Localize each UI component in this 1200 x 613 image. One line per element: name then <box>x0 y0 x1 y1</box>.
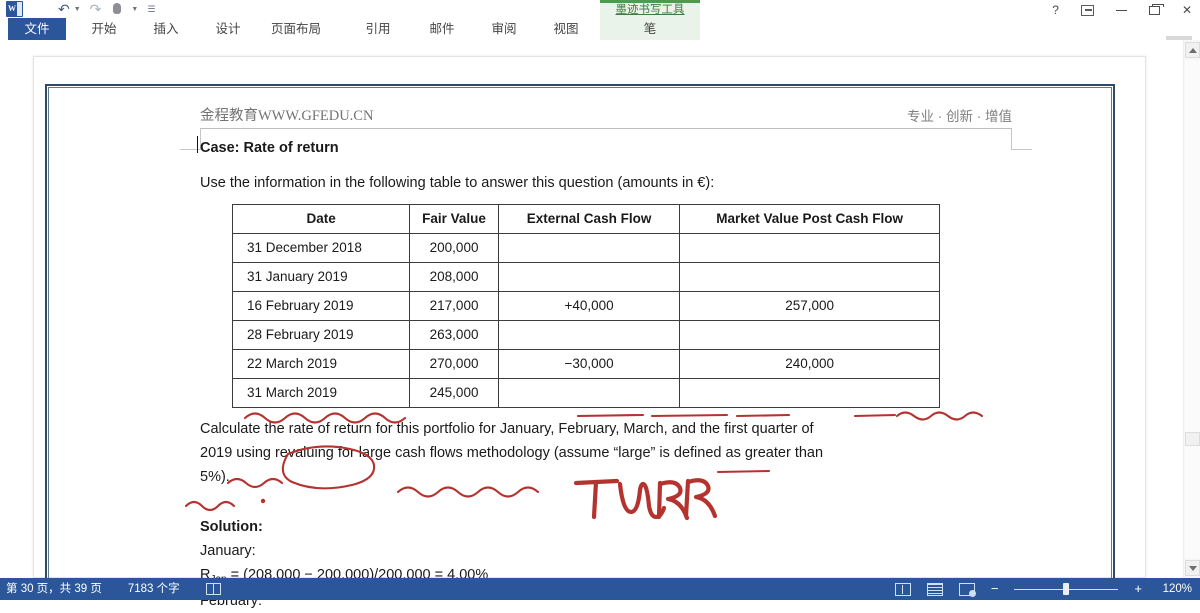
status-bar-left: 第 30 页，共 39 页 7183 个字 <box>6 578 221 600</box>
scroll-down-button[interactable] <box>1185 560 1200 576</box>
word-count[interactable]: 7183 个字 <box>128 578 180 600</box>
window-controls: ? ✕ <box>1052 0 1192 20</box>
touch-mode-dropdown-icon[interactable]: ▼ <box>131 6 138 13</box>
table-row: 31 January 2019 208,000 <box>233 263 940 292</box>
customize-qat-icon[interactable]: ☰ <box>147 4 155 15</box>
solution-heading: Solution: <box>200 515 1020 539</box>
help-icon[interactable]: ? <box>1052 0 1059 20</box>
undo-dropdown-icon[interactable]: ▼ <box>74 6 81 13</box>
scrollbar-track[interactable] <box>1185 60 1200 558</box>
intro-paragraph: Use the information in the following tab… <box>200 171 1020 195</box>
redo-icon[interactable]: ↷ <box>90 1 102 17</box>
cell-market-value <box>680 321 940 350</box>
scroll-up-button[interactable] <box>1185 42 1200 58</box>
touch-mouse-mode-icon[interactable] <box>110 1 127 17</box>
cell-market-value <box>680 234 940 263</box>
table-col-external-cash-flow: External Cash Flow <box>498 205 679 234</box>
cell-external-cash-flow <box>498 263 679 292</box>
tab-mailings[interactable]: 邮件 <box>416 18 468 40</box>
table-row: 28 February 2019 263,000 <box>233 321 940 350</box>
zoom-level[interactable]: 120% <box>1158 578 1192 600</box>
tab-pen[interactable]: 笔 <box>600 18 700 40</box>
document-workspace: 金程教育WWW.GFEDU.CN 专业 · 创新 · 增值 Case: Rate… <box>0 40 1200 578</box>
save-icon[interactable] <box>32 1 49 17</box>
proofing-language-icon[interactable] <box>206 583 221 595</box>
zoom-out-button[interactable]: − <box>991 578 999 600</box>
table-col-fair-value: Fair Value <box>410 205 499 234</box>
contextual-tab-group-ink-tools: 墨迹书写工具 笔 <box>600 0 700 40</box>
cell-fair-value: 200,000 <box>410 234 499 263</box>
table-header-row: Date Fair Value External Cash Flow Marke… <box>233 205 940 234</box>
quick-access-toolbar: W ↶ ▼ ↷ ▼ ☰ <box>6 1 155 17</box>
table-row: 31 December 2018 200,000 <box>233 234 940 263</box>
page-indicator[interactable]: 第 30 页，共 39 页 <box>6 578 102 600</box>
header-rule <box>200 128 1012 129</box>
minimize-icon[interactable] <box>1116 10 1127 11</box>
tab-file[interactable]: 文件 <box>8 18 66 40</box>
cell-date: 22 March 2019 <box>233 350 410 379</box>
table-col-date: Date <box>233 205 410 234</box>
tab-review[interactable]: 审阅 <box>478 18 530 40</box>
zoom-slider-thumb[interactable] <box>1063 583 1069 595</box>
print-layout-icon[interactable] <box>927 583 943 596</box>
status-bar: 第 30 页，共 39 页 7183 个字 − + 120% <box>0 578 1200 600</box>
header-left-text: 金程教育WWW.GFEDU.CN <box>200 104 373 125</box>
restore-icon[interactable] <box>1149 6 1160 15</box>
case-title: Case: Rate of return <box>200 136 1020 160</box>
cell-market-value <box>680 263 940 292</box>
table-row: 22 March 2019 270,000 −30,000 240,000 <box>233 350 940 379</box>
ribbon-display-options-icon[interactable] <box>1081 5 1094 16</box>
tab-page-layout[interactable]: 页面布局 <box>262 18 330 40</box>
contextual-group-label: 墨迹书写工具 <box>600 3 700 18</box>
scrollbar-thumb[interactable] <box>1185 432 1200 446</box>
table-row: 31 March 2019 245,000 <box>233 379 940 408</box>
cell-external-cash-flow: +40,000 <box>498 292 679 321</box>
word-logo-icon: W <box>6 1 23 17</box>
web-layout-icon[interactable] <box>959 583 975 596</box>
tab-insert[interactable]: 插入 <box>140 18 192 40</box>
question-line-1: Calculate the rate of return for this po… <box>200 417 1020 441</box>
cell-external-cash-flow <box>498 234 679 263</box>
header-right-text: 专业 · 创新 · 增值 <box>907 105 1012 125</box>
document-header: 金程教育WWW.GFEDU.CN 专业 · 创新 · 增值 <box>200 104 1012 132</box>
cell-fair-value: 217,000 <box>410 292 499 321</box>
cell-date: 31 December 2018 <box>233 234 410 263</box>
cell-date: 28 February 2019 <box>233 321 410 350</box>
ribbon-tab-strip: 文件 开始 插入 设计 页面布局 引用 邮件 审阅 视图 墨迹书写工具 笔 登录 <box>0 18 1200 40</box>
cell-market-value: 240,000 <box>680 350 940 379</box>
cell-external-cash-flow: −30,000 <box>498 350 679 379</box>
read-mode-icon[interactable] <box>895 583 911 596</box>
cell-fair-value: 208,000 <box>410 263 499 292</box>
tab-home[interactable]: 开始 <box>78 18 130 40</box>
tab-design[interactable]: 设计 <box>202 18 254 40</box>
status-bar-right: − + 120% <box>895 578 1192 600</box>
cell-fair-value: 270,000 <box>410 350 499 379</box>
undo-icon[interactable]: ↶ <box>58 1 70 17</box>
case-title-text: Case: Rate of return <box>200 140 339 156</box>
document-body[interactable]: Case: Rate of return Use the information… <box>200 136 1020 613</box>
cell-date: 31 March 2019 <box>233 379 410 408</box>
cell-market-value <box>680 379 940 408</box>
tab-references[interactable]: 引用 <box>352 18 404 40</box>
tab-view[interactable]: 视图 <box>540 18 592 40</box>
cell-fair-value: 245,000 <box>410 379 499 408</box>
solution-month-january: January: <box>200 539 1020 563</box>
text-cursor <box>197 136 198 153</box>
close-icon[interactable]: ✕ <box>1182 0 1192 20</box>
cell-external-cash-flow <box>498 379 679 408</box>
zoom-slider[interactable] <box>1014 583 1118 595</box>
vertical-scrollbar[interactable] <box>1183 40 1200 578</box>
rate-of-return-table: Date Fair Value External Cash Flow Marke… <box>232 204 940 408</box>
cell-external-cash-flow <box>498 321 679 350</box>
question-line-2: 2019 using revaluing for large cash flow… <box>200 441 1020 465</box>
cell-fair-value: 263,000 <box>410 321 499 350</box>
zoom-in-button[interactable]: + <box>1134 578 1142 600</box>
cell-market-value: 257,000 <box>680 292 940 321</box>
cell-date: 31 January 2019 <box>233 263 410 292</box>
question-line-3: 5%). <box>200 465 1020 489</box>
cell-date: 16 February 2019 <box>233 292 410 321</box>
table-col-market-value-post-cash-flow: Market Value Post Cash Flow <box>680 205 940 234</box>
table-row: 16 February 2019 217,000 +40,000 257,000 <box>233 292 940 321</box>
